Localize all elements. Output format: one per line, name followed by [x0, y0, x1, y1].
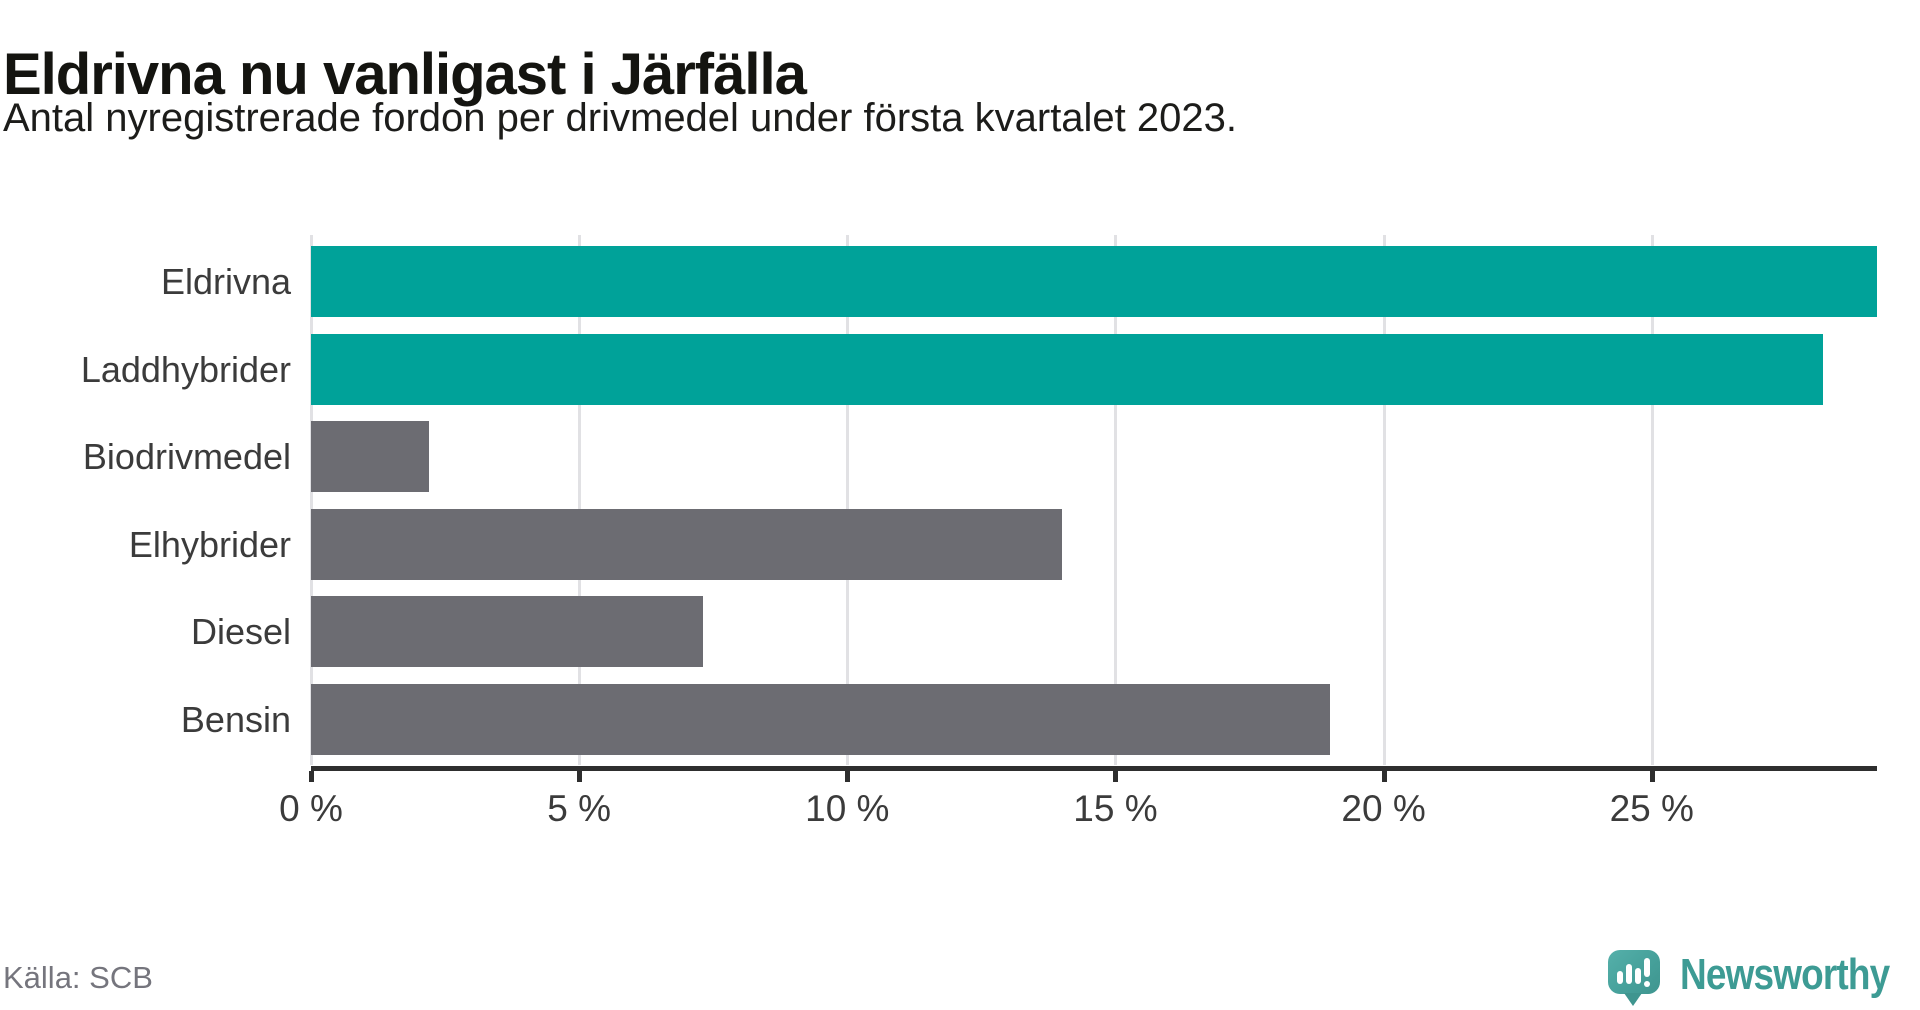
- bar-diesel: [311, 596, 703, 668]
- category-label: Biodrivmedel: [82, 436, 291, 478]
- gridline: [310, 235, 313, 765]
- bar-bensin: [311, 684, 1330, 755]
- x-axis-tick: [309, 771, 314, 782]
- bar-elhybrider: [311, 508, 1062, 580]
- bar-biodrivmedel: [311, 421, 429, 493]
- x-axis-tick-label: 5 %: [547, 788, 612, 829]
- exclamation-icon: [1644, 958, 1650, 977]
- x-axis-tick-label: 20 %: [1341, 788, 1426, 829]
- x-axis-line: [311, 766, 1877, 771]
- bar-eldrivna: [311, 246, 1877, 317]
- x-axis-tick: [1113, 771, 1119, 782]
- x-axis-tick-label: 25 %: [1609, 788, 1694, 829]
- chart-bars-icon: [1617, 971, 1623, 984]
- gridline: [578, 235, 582, 765]
- bar-laddhybrider: [311, 333, 1824, 405]
- category-label: Eldrivna: [160, 261, 291, 302]
- x-axis-tick: [1649, 771, 1655, 782]
- chart-title: Eldrivna nu vanligast i Järfälla: [3, 41, 807, 107]
- gridline: [1114, 235, 1118, 765]
- chart-subtitle: Antal nyregistrerade fordon per drivmede…: [3, 96, 1238, 140]
- exclamation-dot-icon: [1644, 981, 1650, 987]
- gridline: [846, 235, 850, 765]
- gridline: [1650, 235, 1654, 765]
- gridline: [1382, 235, 1386, 765]
- x-axis-tick: [577, 771, 583, 782]
- x-axis-tick-label: 0 %: [279, 788, 343, 829]
- category-label: Diesel: [190, 611, 291, 653]
- newsworthy-wordmark: Newsworthy: [1680, 950, 1890, 999]
- x-axis-tick: [1381, 771, 1387, 782]
- speech-bubble-tail-icon: [1624, 993, 1642, 1006]
- source-label: Källa: SCB: [3, 960, 153, 995]
- x-axis-tick-label: 15 %: [1073, 788, 1158, 829]
- x-axis-tick: [845, 771, 851, 782]
- newsworthy-logo-mark: [1608, 950, 1660, 994]
- category-label: Elhybrider: [128, 523, 291, 565]
- category-label: Laddhybrider: [80, 348, 291, 390]
- chart-bars-icon: [1626, 964, 1632, 984]
- x-axis-tick-label: 10 %: [805, 788, 890, 829]
- chart-bars-icon: [1635, 968, 1641, 984]
- category-label: Bensin: [180, 699, 291, 740]
- newsworthy-logo: Newsworthy: [1608, 944, 1920, 1010]
- plot-area: Eldrivna Laddhybrider Biodrivmedel Elhybrid…: [81, 235, 1877, 829]
